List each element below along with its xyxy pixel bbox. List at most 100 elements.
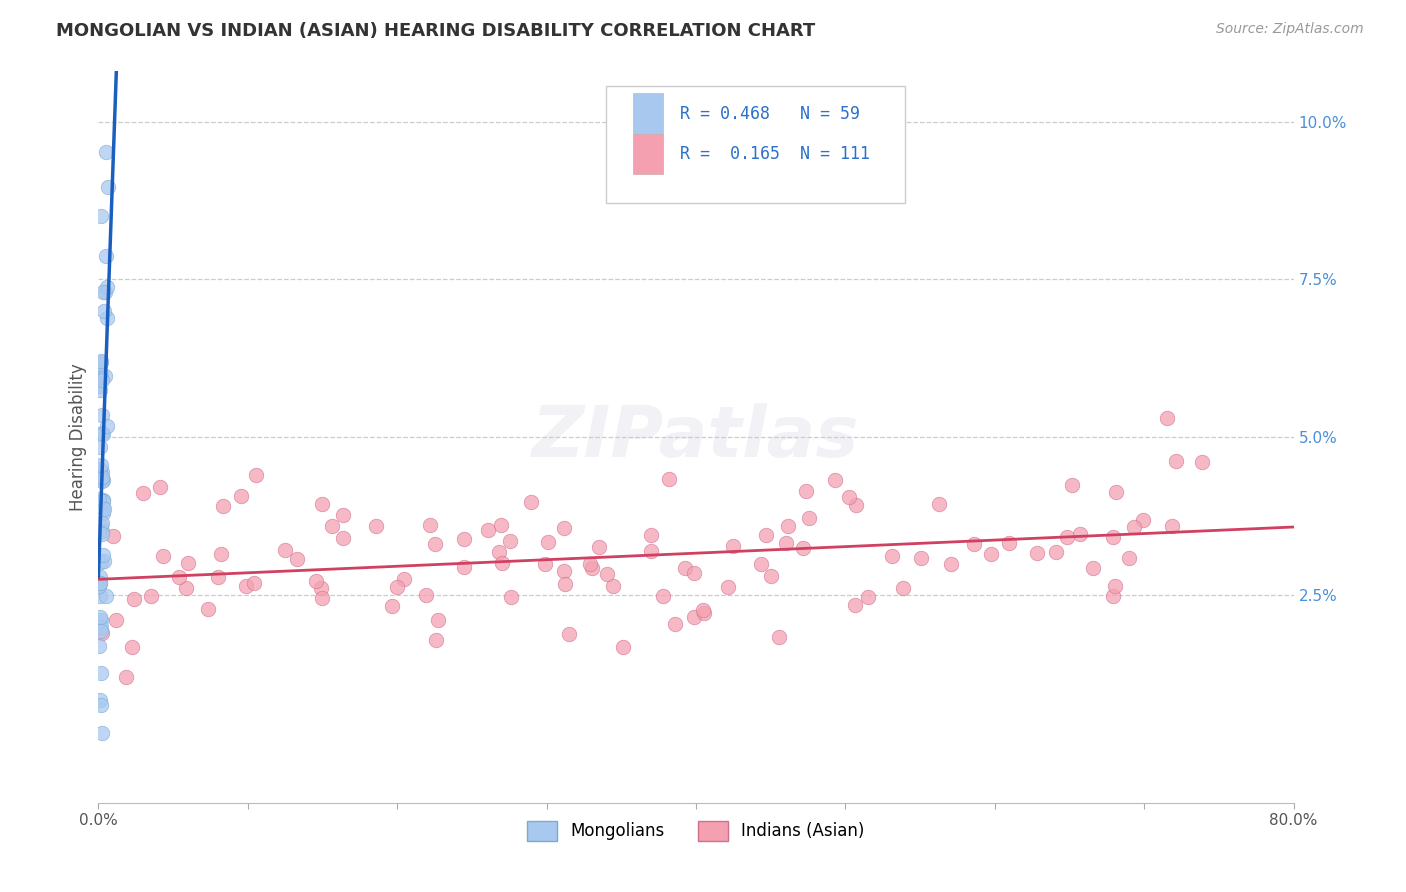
Point [91,494,114,508]
Point [89,575,111,590]
Point [453,559,475,574]
Point [489,517,512,532]
Point [364,518,387,533]
Point [838,490,860,504]
Point [658,472,681,486]
Point [105,614,128,628]
Point [554,576,576,591]
Point [101,529,124,543]
Point [824,473,846,487]
Point [90,519,112,533]
Point [651,589,673,603]
Point [89,383,111,397]
Point [856,591,879,605]
Point [311,591,333,605]
Point [197,602,219,616]
Point [90,620,112,634]
Point [132,485,155,500]
Point [845,498,868,512]
Point [596,566,619,581]
Point [90,465,112,479]
Point [692,603,714,617]
Point [93,554,115,568]
Point [122,591,145,606]
Point [477,523,499,537]
Point [1102,589,1125,603]
Point [1156,411,1178,425]
Point [90,556,112,570]
Point [425,632,447,647]
Point [152,549,174,563]
Point [1056,530,1078,544]
Point [91,426,114,441]
Point [212,500,235,514]
Point [89,639,111,653]
Point [1069,527,1091,541]
Point [579,557,602,571]
Point [97,180,120,194]
Point [423,536,446,550]
Point [501,591,523,605]
Point [453,533,475,547]
Point [89,575,111,590]
Point [96,249,118,263]
Point [89,461,111,475]
Point [891,581,914,595]
Point [90,458,112,472]
Point [176,581,198,595]
Point [229,489,252,503]
Point [321,518,343,533]
Point [749,557,772,571]
Point [581,561,603,575]
Point [93,502,115,516]
Point [488,545,510,559]
Point [910,550,932,565]
Point [1118,551,1140,566]
Point [792,541,814,555]
Point [90,516,112,530]
Point [380,599,402,614]
Point [90,425,112,440]
Text: MONGOLIAN VS INDIAN (ASIAN) HEARING DISABILITY CORRELATION CHART: MONGOLIAN VS INDIAN (ASIAN) HEARING DISA… [56,22,815,40]
Point [235,579,257,593]
Point [89,570,111,584]
Point [90,698,112,712]
Point [90,626,112,640]
Point [759,569,782,583]
Point [332,508,354,523]
Point [640,544,662,558]
Point [980,547,1002,561]
Point [882,549,904,563]
Point [90,624,112,638]
Point [311,497,333,511]
Point [426,613,449,627]
Point [537,535,560,549]
Point [91,408,114,422]
Point [640,528,662,542]
Point [90,354,112,368]
Point [1132,513,1154,527]
Point [90,355,112,369]
Point [287,551,309,566]
Point [693,607,716,621]
Point [799,511,821,525]
Text: Source: ZipAtlas.com: Source: ZipAtlas.com [1216,22,1364,37]
Point [93,285,115,300]
Point [553,564,575,578]
Point [1083,561,1105,575]
Point [558,626,581,640]
Point [115,670,138,684]
Point [939,558,962,572]
Point [419,518,441,533]
Point [520,494,543,508]
Point [392,572,415,586]
Point [683,566,706,580]
Point [90,210,112,224]
Point [94,145,117,159]
Point [499,534,522,549]
Point [209,547,232,561]
Point [794,484,817,499]
Point [963,537,986,551]
Point [612,640,634,655]
Point [96,311,118,326]
